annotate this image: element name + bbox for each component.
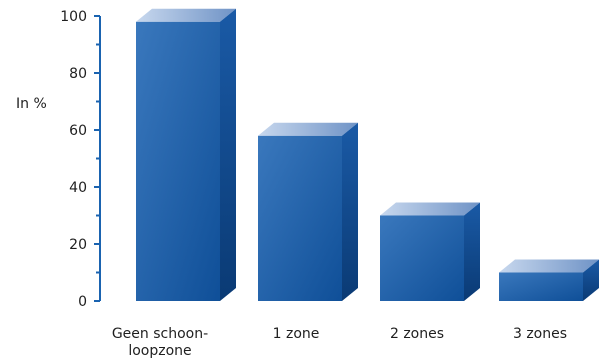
y-tick-label: 100 bbox=[60, 9, 87, 25]
y-tick-label: 60 bbox=[69, 123, 87, 139]
bars bbox=[136, 8, 599, 301]
bar bbox=[136, 8, 236, 301]
bar-front-face bbox=[499, 272, 583, 301]
y-axis-label: In % bbox=[16, 96, 47, 112]
y-tick-labels: 0 20 40 60 80 100 bbox=[60, 9, 87, 310]
bar-side-face bbox=[464, 202, 480, 301]
bar-top-face bbox=[136, 8, 236, 22]
bar bbox=[380, 202, 480, 301]
bar-front-face bbox=[136, 21, 220, 301]
bar-top-face bbox=[499, 259, 599, 273]
bar-front-face bbox=[258, 135, 342, 301]
y-tick-label: 20 bbox=[69, 237, 87, 253]
x-category-label: 2 zones bbox=[390, 326, 444, 342]
x-category-label: 1 zone bbox=[273, 326, 320, 342]
y-tick-label: 80 bbox=[69, 66, 87, 82]
bar-side-face bbox=[220, 8, 236, 301]
bar-front-face bbox=[380, 215, 464, 301]
y-tick-label: 0 bbox=[78, 294, 87, 310]
x-category-label: Geen schoon-loopzone bbox=[112, 326, 208, 359]
bar bbox=[499, 259, 599, 301]
y-axis bbox=[94, 15, 101, 302]
bar-top-face bbox=[258, 122, 358, 136]
bar-top-face bbox=[380, 202, 480, 216]
bar-side-face bbox=[583, 259, 599, 301]
y-tick-label: 40 bbox=[69, 180, 87, 196]
bar bbox=[258, 122, 358, 301]
x-category-label: 3 zones bbox=[513, 326, 567, 342]
bar-side-face bbox=[342, 122, 358, 301]
x-category-labels: Geen schoon-loopzone 1 zone 2 zones 3 zones bbox=[112, 326, 567, 359]
